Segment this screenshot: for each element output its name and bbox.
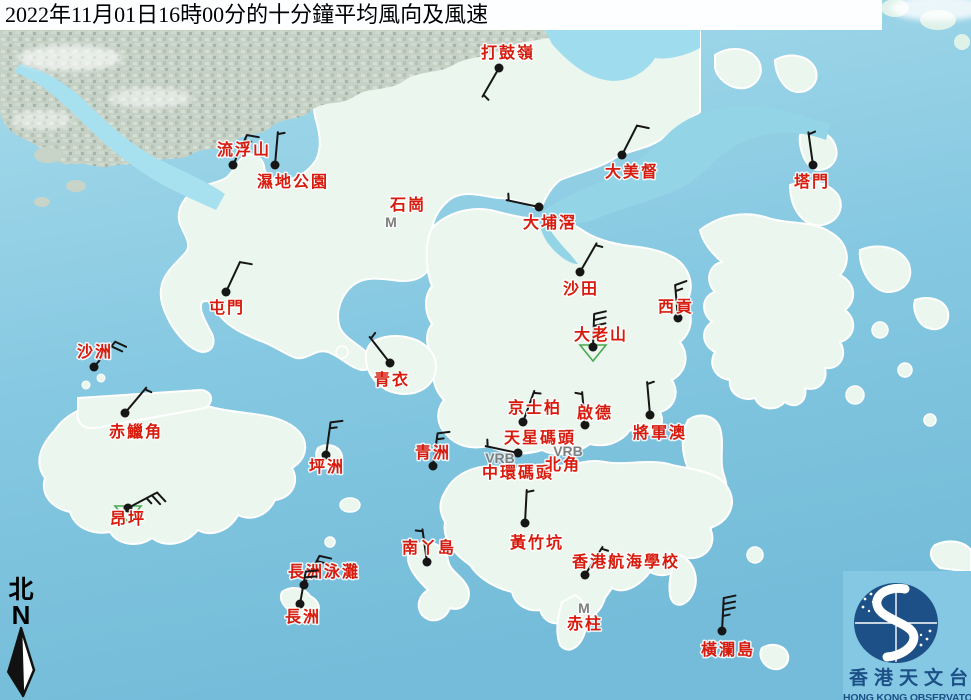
- hko-logo-icon: [854, 583, 938, 663]
- hei-ling-chau-island: [339, 497, 361, 513]
- north-compass: 北 N: [2, 578, 40, 698]
- grass-island: [788, 180, 842, 227]
- mainland-land: [0, 28, 562, 168]
- tung-lung-island: [746, 546, 764, 564]
- corner-land: [929, 540, 971, 574]
- tolo-harbour-water: [540, 105, 830, 224]
- crooked-island: [773, 54, 818, 94]
- small-island: [845, 385, 865, 405]
- high-island: [858, 245, 912, 294]
- logo-english-name: HONG KONG OBSERVATORY: [843, 692, 971, 700]
- daguilar-peninsula: [668, 553, 697, 606]
- bay-islet: [66, 180, 86, 192]
- bay-islet: [34, 147, 62, 163]
- po-toi-island: [759, 643, 790, 671]
- sha-chau-islet: [96, 373, 106, 383]
- corner-islet: [954, 34, 970, 50]
- north-letter-label: N: [11, 600, 31, 630]
- map-title: 2022年11月01日16時00分的十分鐘平均風向及風速: [5, 2, 489, 27]
- compass-needle-icon: [7, 626, 36, 698]
- small-island: [871, 321, 889, 339]
- peng-chau-island: [315, 444, 344, 470]
- title-bar: 2022年11月01日16時00分的十分鐘平均風向及風速: [0, 0, 882, 30]
- sha-chau-islet: [81, 380, 91, 390]
- logo-chinese-name: 香港天文台: [849, 668, 971, 689]
- stanley-peninsula: [556, 593, 588, 651]
- hko-logo-block: 香港天文台 HONG KONG OBSERVATORY: [843, 571, 971, 700]
- sai-kung-land: [699, 213, 855, 410]
- cloud-wisps: [12, 0, 971, 130]
- east-island: [913, 297, 950, 331]
- deep-bay-water: [14, 64, 225, 210]
- small-island: [324, 536, 336, 548]
- kat-o-island: [714, 48, 762, 90]
- shing-mun-inlet-water: [539, 214, 578, 264]
- ma-wan-island: [335, 345, 349, 359]
- north-hanzi-label: 北: [8, 577, 34, 604]
- small-island: [923, 413, 937, 427]
- bay-islet: [34, 197, 50, 207]
- small-island: [897, 362, 913, 378]
- starling-inlet-water: [545, 30, 700, 81]
